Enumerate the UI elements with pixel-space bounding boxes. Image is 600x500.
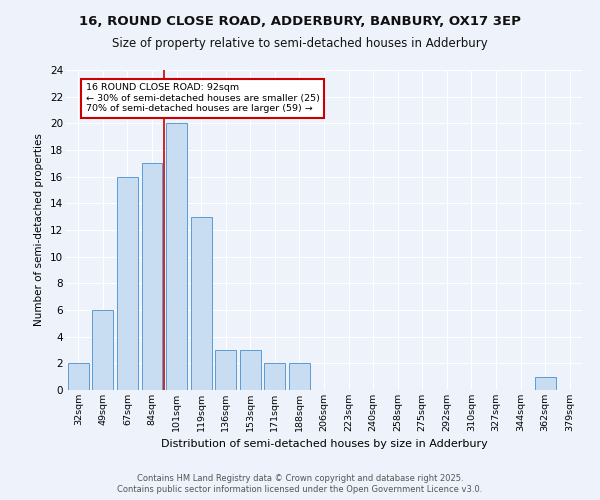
X-axis label: Distribution of semi-detached houses by size in Adderbury: Distribution of semi-detached houses by … <box>161 440 487 450</box>
Bar <box>535 376 556 390</box>
Bar <box>68 364 89 390</box>
Bar <box>191 216 212 390</box>
Text: Size of property relative to semi-detached houses in Adderbury: Size of property relative to semi-detach… <box>112 38 488 51</box>
Text: Contains HM Land Registry data © Crown copyright and database right 2025.
Contai: Contains HM Land Registry data © Crown c… <box>118 474 482 494</box>
Y-axis label: Number of semi-detached properties: Number of semi-detached properties <box>34 134 44 326</box>
Text: 16 ROUND CLOSE ROAD: 92sqm
← 30% of semi-detached houses are smaller (25)
70% of: 16 ROUND CLOSE ROAD: 92sqm ← 30% of semi… <box>86 84 320 113</box>
Bar <box>289 364 310 390</box>
Bar <box>166 124 187 390</box>
Bar <box>142 164 163 390</box>
Bar <box>265 364 286 390</box>
Text: 16, ROUND CLOSE ROAD, ADDERBURY, BANBURY, OX17 3EP: 16, ROUND CLOSE ROAD, ADDERBURY, BANBURY… <box>79 15 521 28</box>
Bar <box>117 176 138 390</box>
Bar <box>215 350 236 390</box>
Bar <box>240 350 261 390</box>
Bar <box>92 310 113 390</box>
